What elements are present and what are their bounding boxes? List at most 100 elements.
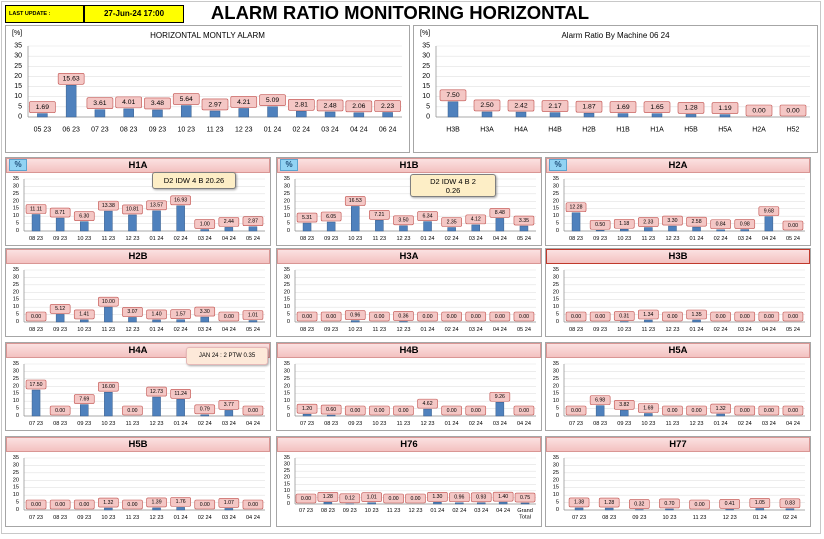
value-label: 0.00	[295, 493, 317, 504]
y-tick-label: 25	[284, 376, 290, 382]
category-label: 12 23	[665, 236, 679, 242]
category-label: 08 23	[29, 236, 43, 242]
chart-panel-h1b[interactable]: % H1B 0 5 10 15 20 25 30 35 5.31 08 23 6.05 09 23 16…	[276, 157, 542, 246]
value-label-box	[73, 309, 95, 320]
chart-panel-h4a[interactable]: H4A 0 5 10 15 20 25 30 35 17.50 07 23 0.00 08 23 7.6…	[5, 342, 271, 431]
bar	[31, 389, 41, 417]
y-tick-label: 20	[553, 477, 559, 483]
y-tick-label: 5	[287, 221, 290, 227]
value-label: 0.00	[369, 405, 390, 416]
chart-annotation-callout[interactable]: D2 IDW 4 B 2 0.26	[410, 174, 496, 197]
y-tick-label: 15	[553, 485, 559, 491]
chart-panel-alarm-by-machine[interactable]: [%] Alarm Ratio By Machine 06 24 0 5 10 15 2…	[413, 25, 818, 153]
value-label-box	[230, 96, 258, 108]
y-tick-label: 5	[556, 312, 559, 318]
bar	[644, 227, 653, 232]
category-label: 03 24	[321, 127, 339, 134]
chart-panel-h77[interactable]: H77 0 5 10 15 20 25 30 35 1.38 07 23 1.28 08 23 0.32…	[545, 436, 811, 527]
value-label: 5.64	[172, 93, 200, 105]
value-label: 4.21	[230, 96, 258, 108]
category-label: 08 23	[321, 508, 335, 514]
chart-panel-monthly-alarm[interactable]: [%] HORIZONTAL MONTLY ALARM 0 5 10 15 20 25 30…	[5, 25, 410, 153]
chart-panel-h5a[interactable]: H5A 0 5 10 15 20 25 30 35 0.00 07 23 6.98 08 23 3.82…	[545, 342, 811, 431]
chart-panel-h76[interactable]: H76 0 5 10 15 20 25 30 35 0.00 07 23 1.28 08 23 0.12…	[276, 436, 542, 527]
last-update-label[interactable]: LAST UPDATE :	[5, 5, 84, 23]
y-tick-label: 30	[13, 183, 19, 189]
value-label-box	[638, 217, 659, 227]
value-label-box	[662, 215, 683, 226]
y-tick-label: 25	[553, 470, 559, 476]
chart-panel-h5b[interactable]: H5B 0 5 10 15 20 25 30 35 0.00 07 23 0.00 08 23 0.00…	[5, 436, 271, 527]
value-label-text: 1.00	[200, 221, 210, 227]
chart-title: H4B	[399, 345, 419, 356]
chart-panel-h2b[interactable]: H2B 0 5 10 15 20 25 30 35 0.00 08 23 5.12 09 23 1.41…	[5, 248, 271, 337]
value-label: 9.68	[758, 206, 780, 216]
y-tick-label: 35	[284, 176, 290, 182]
value-label-box	[758, 311, 780, 322]
unit-label: [%]	[12, 30, 23, 37]
y-tick-label: 20	[422, 73, 430, 80]
chart-header-bar: H76	[277, 437, 541, 452]
chart-panel-h3b[interactable]: H3B 0 5 10 15 20 25 30 35 0.00 08 23 0.00 09 23 0.31…	[545, 248, 811, 337]
value-label-text: 0.00	[519, 314, 529, 320]
y-tick-label: 0	[287, 319, 290, 325]
chart-title: H76	[400, 439, 418, 450]
bar	[423, 408, 432, 417]
value-label-text: 0.00	[31, 502, 41, 508]
value-label: 1.69	[609, 101, 637, 113]
category-label: 04 24	[762, 327, 776, 333]
bar	[176, 507, 185, 511]
value-label-box	[609, 101, 637, 113]
y-tick-label: 35	[553, 361, 559, 367]
y-tick-label: 15	[284, 481, 290, 487]
value-label-box	[417, 311, 438, 322]
bar	[176, 319, 185, 323]
bar	[495, 401, 505, 417]
category-label: 09 23	[77, 421, 91, 427]
value-label-text: 16.93	[174, 198, 187, 204]
value-label-box	[393, 311, 414, 321]
y-tick-label: 0	[287, 228, 290, 234]
value-label-text: 5.12	[55, 306, 65, 312]
category-label: 09 23	[593, 236, 607, 242]
chart-panel-h1a[interactable]: % H1A 0 5 10 15 20 25 30 35 11.11 08 23 8.71 09 23 6…	[5, 157, 271, 246]
value-label-box	[194, 306, 216, 317]
value-label-text: 13.57	[150, 203, 163, 209]
chart-annotation-callout[interactable]: JAN 24 : 2 PTW 0.35	[186, 347, 268, 365]
value-label-box	[439, 89, 467, 102]
y-tick-label: 10	[13, 398, 19, 404]
value-label-box	[565, 202, 587, 213]
chart-panel-h2a[interactable]: % H2A 0 5 10 15 20 25 30 35 12.28 08 23 0.50 09 23 1…	[545, 157, 811, 246]
bar	[455, 502, 464, 505]
y-tick-label: 10	[553, 304, 559, 310]
value-label: 0.00	[242, 499, 264, 510]
bar	[248, 226, 258, 232]
chart-panel-h3a[interactable]: H3A 0 5 10 15 20 25 30 35 0.00 08 23 0.00 09 23 0.96…	[276, 248, 542, 337]
chart-title: H1B	[399, 160, 419, 171]
chart-header-bar: H3A	[277, 249, 541, 264]
y-tick-label: 30	[553, 274, 559, 280]
bar	[128, 214, 137, 232]
bar	[716, 413, 725, 417]
chart-annotation-callout[interactable]: D2 IDW 4 B 20.26	[152, 172, 236, 189]
value-label-box	[73, 394, 95, 404]
value-label: 1.39	[146, 497, 167, 508]
value-label-box	[122, 307, 143, 317]
category-label: H1B	[616, 127, 630, 134]
value-label-text: 2.87	[248, 219, 258, 225]
value-label-box	[25, 311, 47, 322]
category-label: 01 24	[714, 421, 728, 427]
value-label: 2.33	[638, 217, 659, 227]
value-label-text: 16.53	[349, 198, 362, 204]
value-label-box	[613, 400, 635, 410]
value-label-text: 0.00	[667, 314, 677, 320]
value-label: 0.00	[49, 499, 71, 510]
value-label-box	[710, 403, 731, 414]
chart-title: H77	[669, 439, 687, 450]
value-label-box	[296, 403, 318, 414]
last-update-value[interactable]: 27-Jun-24 17:00	[84, 5, 184, 23]
y-tick-label: 25	[284, 191, 290, 197]
value-label-text: 0.00	[519, 408, 529, 414]
chart-panel-h4b[interactable]: H4B 0 5 10 15 20 25 30 35 1.20 07 23 0.60 08 23 0.00…	[276, 342, 542, 431]
category-label: 04 24	[496, 508, 510, 514]
